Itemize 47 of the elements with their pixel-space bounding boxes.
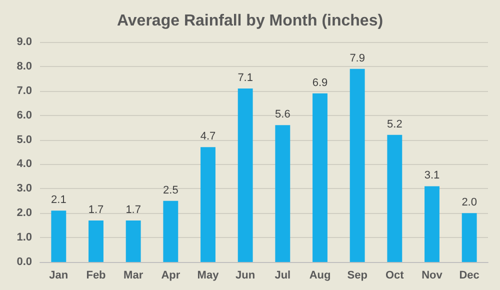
data-label: 7.1 bbox=[238, 72, 253, 84]
data-label: 3.1 bbox=[424, 170, 440, 182]
x-tick-label: Feb bbox=[86, 270, 106, 282]
x-tick-label: Nov bbox=[422, 270, 444, 282]
y-tick-label: 3.0 bbox=[16, 182, 32, 195]
bar bbox=[462, 213, 477, 262]
x-tick-label: Dec bbox=[459, 270, 480, 282]
y-tick-label: 6.0 bbox=[16, 109, 32, 122]
data-label: 2.5 bbox=[163, 184, 178, 196]
y-tick-label: 8.0 bbox=[16, 60, 32, 72]
bar bbox=[163, 200, 178, 262]
bar bbox=[275, 125, 290, 262]
x-tick-label: Mar bbox=[124, 270, 144, 282]
x-tick-label: Oct bbox=[385, 270, 404, 282]
data-label: 7.9 bbox=[350, 52, 365, 64]
y-tick-label: 5.0 bbox=[16, 134, 32, 146]
bar bbox=[387, 134, 402, 262]
y-tick-label: 1.0 bbox=[16, 232, 32, 244]
x-tick-label: May bbox=[197, 270, 220, 282]
bar bbox=[51, 210, 66, 262]
bar bbox=[88, 220, 104, 262]
bar bbox=[126, 220, 141, 262]
bar bbox=[312, 93, 328, 262]
x-tick-label: Jan bbox=[49, 270, 68, 282]
x-tick-label: Sep bbox=[347, 270, 368, 282]
data-label: 6.9 bbox=[312, 76, 328, 89]
data-label: 2.0 bbox=[462, 196, 477, 209]
x-tick-label: Apr bbox=[161, 270, 181, 282]
x-tick-label: Jun bbox=[236, 270, 256, 282]
bar bbox=[424, 186, 440, 262]
y-tick-label: 7.0 bbox=[16, 84, 32, 97]
y-tick-label: 4.0 bbox=[16, 158, 32, 170]
data-label: 4.7 bbox=[200, 130, 216, 143]
bar bbox=[350, 68, 365, 262]
x-tick-label: Aug bbox=[309, 270, 331, 282]
data-label: 2.1 bbox=[51, 194, 66, 206]
chart-title: Average Rainfall by Month (inches) bbox=[116, 12, 384, 30]
data-label: 1.7 bbox=[88, 204, 104, 216]
y-tick-label: 9.0 bbox=[16, 36, 32, 48]
data-label: 5.2 bbox=[387, 118, 402, 130]
data-label: 5.6 bbox=[275, 108, 290, 121]
x-tick-label: Jul bbox=[274, 270, 291, 282]
data-label: 1.7 bbox=[126, 204, 141, 216]
bar bbox=[238, 88, 253, 262]
bar bbox=[200, 147, 216, 262]
y-tick-label: 0.0 bbox=[16, 256, 32, 268]
y-tick-label: 2.0 bbox=[16, 207, 32, 220]
